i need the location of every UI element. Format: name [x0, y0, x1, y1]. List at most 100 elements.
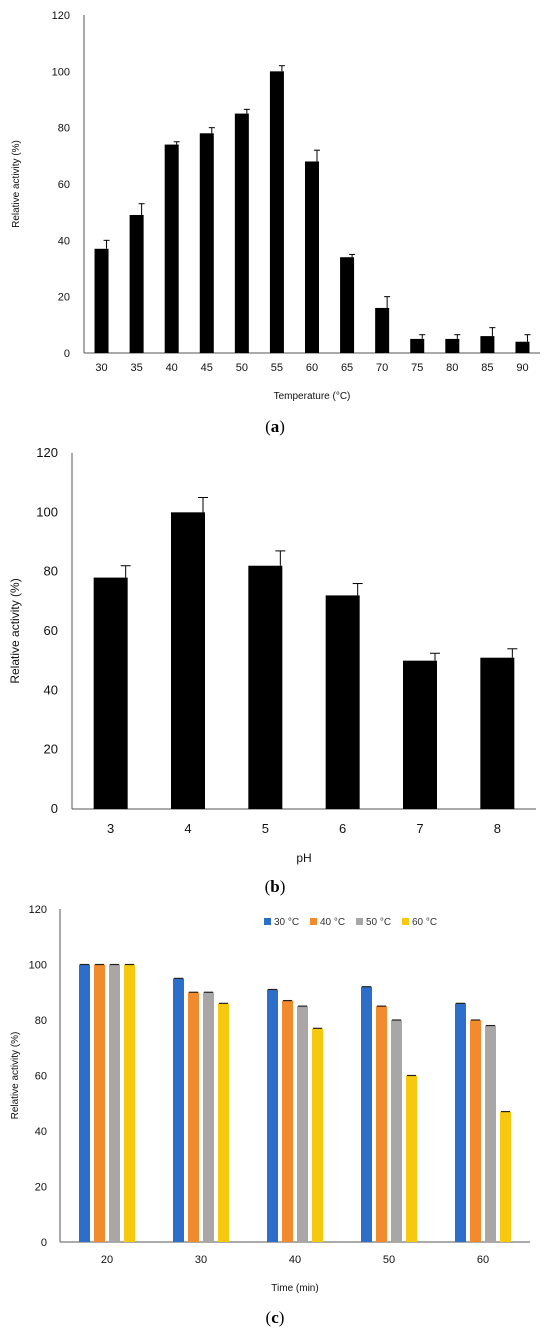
- y-tick-label: 100: [36, 504, 58, 519]
- x-tick-label: 4: [184, 821, 191, 836]
- bar: [218, 1003, 229, 1242]
- bar: [203, 992, 214, 1242]
- x-tick-label: 40: [166, 362, 178, 374]
- bar: [199, 133, 214, 353]
- y-tick-label: 100: [52, 66, 70, 78]
- legend-label: 40 °C: [320, 917, 345, 928]
- y-tick-label: 0: [64, 348, 70, 360]
- x-tick-label: 50: [236, 362, 248, 374]
- bar: [267, 989, 278, 1242]
- x-tick-label: 55: [271, 362, 283, 374]
- panel-label: (c): [266, 1308, 285, 1327]
- bar: [79, 964, 90, 1242]
- x-axis-label: pH: [296, 851, 311, 865]
- bar: [124, 964, 135, 1242]
- y-tick-label: 60: [58, 179, 70, 191]
- y-axis-label: Relative activity (%): [11, 140, 22, 228]
- bar: [93, 577, 128, 809]
- x-tick-label: 65: [341, 362, 353, 374]
- bar: [361, 986, 372, 1242]
- x-tick-label: 7: [416, 821, 423, 836]
- bar: [480, 657, 515, 809]
- bar: [94, 964, 105, 1242]
- bar: [325, 595, 360, 809]
- bar: [269, 71, 284, 353]
- bar: [515, 341, 530, 353]
- x-tick-label: 90: [516, 362, 528, 374]
- legend-swatch: [264, 918, 271, 925]
- x-axis-label: Temperature (°C): [274, 391, 351, 402]
- legend-swatch: [310, 918, 317, 925]
- bar: [403, 660, 437, 809]
- y-tick-label: 0: [41, 1237, 47, 1249]
- y-tick-label: 120: [29, 904, 47, 916]
- y-tick-label: 60: [44, 623, 58, 638]
- y-tick-label: 80: [58, 123, 70, 135]
- bar: [410, 338, 425, 353]
- x-tick-label: 30: [95, 362, 107, 374]
- bar: [376, 1006, 387, 1242]
- bar: [445, 338, 460, 353]
- y-tick-label: 40: [58, 235, 70, 247]
- y-tick-label: 20: [44, 742, 58, 757]
- x-tick-label: 75: [411, 362, 423, 374]
- y-tick-label: 20: [58, 292, 70, 304]
- y-axis-label: Relative activity (%): [10, 1032, 21, 1120]
- x-tick-label: 50: [383, 1254, 395, 1266]
- bar: [500, 1111, 511, 1242]
- bar: [164, 144, 179, 353]
- panel-label: (a): [265, 417, 285, 436]
- y-tick-label: 80: [44, 564, 58, 579]
- bar: [129, 214, 144, 353]
- bar: [248, 565, 283, 809]
- x-tick-label: 85: [481, 362, 493, 374]
- bar: [173, 978, 184, 1242]
- y-tick-label: 100: [29, 960, 47, 972]
- bar: [455, 1003, 466, 1242]
- x-tick-label: 40: [289, 1254, 301, 1266]
- bar: [406, 1075, 417, 1242]
- x-tick-label: 20: [101, 1254, 113, 1266]
- bar: [94, 248, 109, 353]
- legend-swatch: [402, 918, 409, 925]
- bar: [188, 992, 199, 1242]
- bar: [234, 113, 249, 353]
- bar: [171, 512, 205, 809]
- x-tick-label: 60: [306, 362, 318, 374]
- bar: [109, 964, 120, 1242]
- legend-label: 60 °C: [412, 917, 437, 928]
- y-tick-label: 0: [51, 801, 58, 816]
- bar: [312, 1028, 323, 1242]
- panel-label: (b): [265, 877, 286, 896]
- x-tick-label: 3: [107, 821, 114, 836]
- bar: [485, 1025, 496, 1242]
- bar: [480, 336, 495, 353]
- x-tick-label: 35: [130, 362, 142, 374]
- x-tick-label: 60: [477, 1254, 489, 1266]
- x-tick-label: 5: [262, 821, 269, 836]
- y-tick-label: 60: [35, 1071, 47, 1083]
- y-tick-label: 40: [35, 1126, 47, 1138]
- x-tick-label: 8: [494, 821, 501, 836]
- y-tick-label: 80: [35, 1015, 47, 1027]
- bar: [297, 1006, 308, 1242]
- x-tick-label: 6: [339, 821, 346, 836]
- legend-swatch: [356, 918, 363, 925]
- legend-label: 30 °C: [274, 917, 299, 928]
- bar: [305, 161, 319, 353]
- bar: [340, 257, 355, 353]
- bar: [470, 1020, 481, 1242]
- x-tick-label: 70: [376, 362, 388, 374]
- x-tick-label: 45: [201, 362, 213, 374]
- y-tick-label: 20: [35, 1182, 47, 1194]
- x-axis-label: Time (min): [271, 1283, 318, 1294]
- x-tick-label: 30: [195, 1254, 207, 1266]
- y-axis-label: Relative activity (%): [8, 578, 22, 683]
- y-tick-label: 120: [36, 445, 58, 460]
- legend-label: 50 °C: [366, 917, 391, 928]
- y-tick-label: 40: [44, 682, 58, 697]
- bar: [282, 1000, 293, 1242]
- bar: [375, 307, 390, 353]
- x-tick-label: 80: [446, 362, 458, 374]
